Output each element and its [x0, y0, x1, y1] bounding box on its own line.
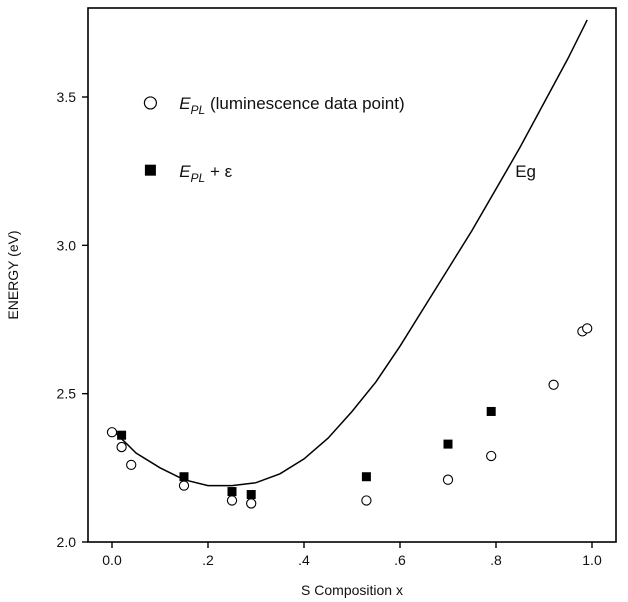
eg-curve-layer — [111, 19, 588, 487]
x-axis-ticks: 0.0 .2 .4 .6 .8 1.0 — [102, 542, 602, 568]
x-tick-label: .8 — [490, 552, 502, 568]
x-tick-label: .4 — [298, 552, 310, 568]
legend-marker-open-circle — [143, 96, 157, 110]
legend-entry-text: EPL (luminescence data point) — [179, 94, 404, 117]
eg-curve-label: Eg — [515, 162, 536, 181]
epl-data-point — [486, 450, 497, 462]
y-axis-label: ENERGY (eV) — [5, 230, 21, 319]
epl-data-point — [442, 474, 454, 485]
epl-plus-epsilon-data-point — [246, 490, 256, 500]
legend-subscript: PL — [191, 171, 206, 185]
epl-data-point — [116, 441, 127, 453]
x-tick-label: 1.0 — [582, 552, 602, 568]
y-tick-label: 3.0 — [57, 237, 77, 253]
plot-border — [87, 7, 617, 543]
epl-data-point — [361, 495, 372, 506]
epl-plus-epsilon-data-point — [179, 472, 189, 482]
legend: EPL (luminescence data point)EPL + ε — [143, 94, 405, 185]
x-tick-label: 0.0 — [102, 552, 122, 568]
legend-subscript: PL — [191, 103, 206, 117]
plot-frame — [87, 7, 617, 543]
epl-data-point — [582, 323, 593, 334]
epl-plus-epsilon-data-point — [486, 406, 496, 416]
epl-data-point — [126, 459, 137, 471]
data-points-layer — [106, 323, 593, 509]
epl-data-point — [106, 427, 118, 438]
legend-main: E — [179, 162, 191, 181]
epl-plus-epsilon-data-point — [117, 430, 127, 440]
legend-tail: (luminescence data point) — [205, 94, 404, 113]
legend-entry-text: EPL + ε — [179, 162, 232, 185]
legend-marker-filled-square — [144, 164, 156, 176]
epl-data-point — [548, 379, 559, 390]
legend-main: E — [179, 94, 191, 113]
epl-data-point — [178, 480, 190, 491]
x-tick-label: .2 — [202, 552, 214, 568]
epl-data-point — [246, 498, 257, 509]
y-tick-label: 3.5 — [57, 89, 77, 105]
epl-plus-epsilon-data-point — [361, 472, 371, 482]
y-axis-ticks: 2.0 2.5 3.0 3.5 — [57, 89, 88, 550]
y-tick-label: 2.0 — [57, 534, 77, 550]
x-axis-label: S Composition x — [301, 582, 403, 598]
y-tick-label: 2.5 — [57, 386, 77, 402]
x-tick-label: .6 — [394, 552, 406, 568]
epl-data-point — [226, 495, 238, 506]
epl-plus-epsilon-data-point — [443, 439, 453, 449]
epl-plus-epsilon-data-point — [227, 487, 237, 497]
legend-tail: + ε — [205, 162, 232, 181]
eg-curve — [111, 19, 588, 487]
